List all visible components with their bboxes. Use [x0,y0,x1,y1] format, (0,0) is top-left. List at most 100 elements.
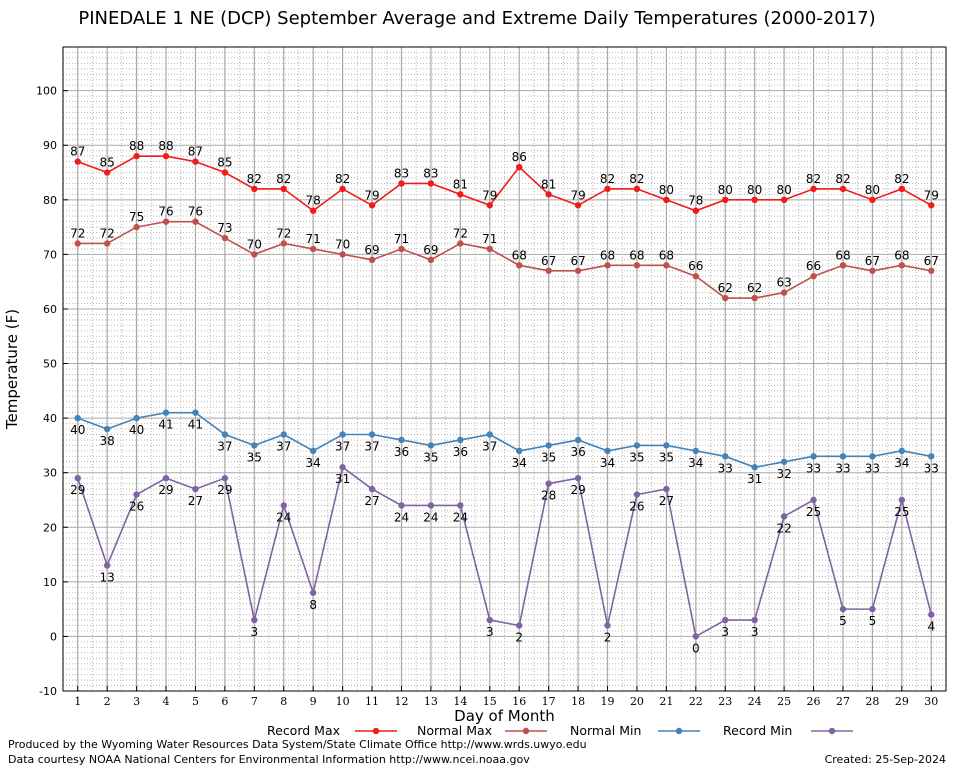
y-tick-label: 80 [43,194,57,207]
data-label-record-max: 81 [541,177,556,191]
data-point-normal-min [722,453,729,460]
data-point-normal-max [162,218,170,225]
data-point-record-min [103,562,111,569]
data-label-record-max: 82 [600,172,615,186]
data-label-normal-max: 63 [776,276,791,290]
x-tick-label: 4 [163,695,170,708]
data-label-normal-min: 40 [70,423,85,437]
y-tick-label: 20 [43,521,57,534]
x-tick-label: 12 [394,695,408,708]
data-label-record-min: 29 [570,483,585,497]
data-point-normal-min [221,431,229,438]
data-point-record-min [722,616,729,624]
data-label-record-min: 24 [394,510,409,524]
data-point-normal-min [663,442,670,449]
data-label-normal-max: 72 [453,226,468,240]
x-tick-label: 23 [718,695,732,708]
data-label-normal-max: 70 [335,237,350,251]
data-point-record-min [309,589,317,596]
data-point-normal-min [398,436,405,444]
data-label-normal-min: 35 [629,450,644,464]
data-label-record-max: 82 [835,172,850,186]
data-label-record-min: 27 [364,494,379,508]
data-label-record-min: 2 [604,631,612,645]
data-label-record-min: 22 [776,521,791,535]
x-tick-label: 3 [133,695,140,708]
data-point-record-max [103,169,111,176]
data-label-record-max: 79 [570,188,585,202]
y-tick-label: 50 [43,358,57,371]
data-point-normal-min [928,453,935,460]
data-label-normal-max: 68 [600,248,615,262]
data-point-normal-min [869,453,876,460]
x-tick-label: 26 [807,695,821,708]
data-point-record-min [74,474,81,482]
data-label-normal-min: 34 [688,456,703,470]
data-point-record-max [280,185,287,193]
x-tick-label: 21 [659,695,673,708]
data-label-normal-max: 62 [747,281,762,295]
data-label-normal-max: 68 [629,248,644,262]
data-label-record-max: 81 [453,177,468,191]
y-tick-label: -10 [39,685,57,698]
data-label-record-min: 24 [276,510,291,524]
x-tick-label: 22 [689,695,703,708]
x-tick-label: 17 [542,695,556,708]
data-point-normal-min [133,414,140,422]
data-point-normal-max [574,267,582,274]
data-label-normal-min: 33 [718,461,733,475]
series-record-max: 87 85 88 88 87 85 82 82 78 82 79 83 83 81 79 86 81 79 82 82… [70,139,939,214]
data-label-record-max: 83 [423,166,438,180]
data-label-normal-max: 69 [423,243,438,257]
data-point-record-min [192,485,199,493]
data-point-normal-max [692,273,700,280]
data-label-record-max: 82 [629,172,644,186]
y-tick-label: 90 [43,139,57,152]
data-label-record-min: 24 [423,510,438,524]
data-label-record-max: 80 [659,183,674,197]
data-point-record-min [486,616,493,624]
data-label-normal-min: 33 [835,461,850,475]
data-label-normal-max: 73 [217,221,232,235]
footer-created-date: Created: 25-Sep-2024 [824,753,946,766]
data-label-normal-max: 71 [394,232,409,246]
x-tick-label: 6 [221,695,228,708]
data-label-record-min: 28 [541,489,556,503]
legend-item-normal-min: Normal Min [570,723,700,738]
data-label-record-max: 82 [894,172,909,186]
legend-label-record-min: Record Min [723,723,792,738]
data-point-record-max [928,202,935,209]
data-point-record-min [368,485,376,493]
data-label-record-max: 79 [482,188,497,202]
data-point-record-max [810,185,817,193]
data-label-normal-min: 34 [894,456,909,470]
data-label-normal-min: 32 [776,467,791,481]
data-label-record-max: 80 [718,183,733,197]
data-label-normal-min: 31 [747,472,762,486]
data-label-normal-min: 37 [482,439,497,453]
data-label-normal-min: 35 [541,450,556,464]
x-tick-label: 20 [630,695,644,708]
y-tick-label: 100 [36,85,57,98]
data-point-record-max [427,180,435,187]
data-label-normal-max: 69 [364,243,379,257]
x-axis: 1 2 3 4 5 6 7 8 9 10 11 12 13 14 15 16 17 18 19 20 21 22 23 24 2… [74,686,938,725]
data-label-record-min: 31 [335,472,350,486]
x-tick-label: 13 [424,695,438,708]
data-point-normal-max [780,289,788,296]
data-point-record-max [368,202,376,209]
legend-item-record-min: Record Min [723,723,853,738]
data-point-record-max [309,207,317,214]
y-tick-label: 40 [43,412,57,425]
data-point-record-min [221,474,229,482]
data-point-record-max [869,196,876,204]
data-label-record-min: 29 [70,483,85,497]
data-label-record-max: 78 [306,194,321,208]
data-label-normal-max: 68 [512,248,527,262]
data-label-record-max: 86 [512,150,527,164]
data-point-record-max [780,196,788,204]
data-label-record-min: 8 [309,598,317,612]
data-label-normal-max: 76 [188,205,203,219]
data-point-record-max [633,185,641,193]
